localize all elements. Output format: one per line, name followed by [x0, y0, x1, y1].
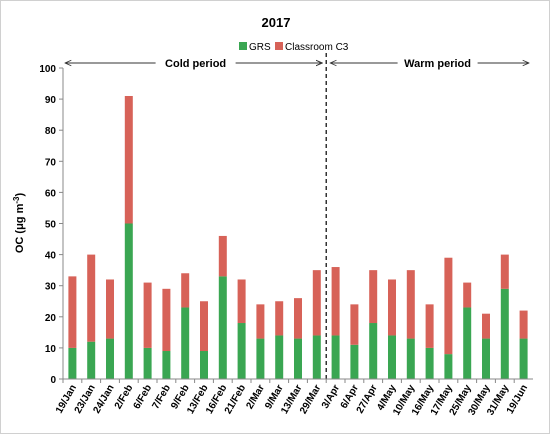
bar-classroom-c3	[500, 254, 509, 289]
bar-classroom-c3	[124, 95, 133, 224]
legend-label: Classroom C3	[285, 42, 349, 53]
bar-grs	[87, 341, 96, 379]
bar-grs	[106, 338, 114, 379]
x-tick-label: 3/Apr	[320, 383, 342, 411]
bar-classroom-c3	[406, 270, 415, 339]
bar-grs	[500, 288, 509, 379]
bar-classroom-c3	[463, 282, 472, 308]
bar-grs	[369, 323, 378, 379]
bar-classroom-c3	[482, 313, 490, 339]
bar-grs	[275, 335, 284, 379]
bar-grs	[162, 351, 171, 379]
bar-grs	[200, 351, 208, 379]
bar-classroom-c3	[237, 279, 246, 324]
bar-grs	[68, 347, 77, 379]
y-tick-label: 70	[45, 157, 57, 168]
y-tick-label: 20	[45, 313, 57, 324]
warm-period-label: Warm period	[404, 58, 471, 70]
bar-grs	[294, 338, 302, 379]
bar-grs	[444, 354, 453, 379]
bar-grs	[331, 335, 340, 379]
bar-grs	[463, 307, 472, 379]
bar-classroom-c3	[181, 273, 190, 308]
y-tick-label: 50	[45, 220, 57, 231]
bar-grs	[425, 347, 434, 379]
warm-period-label-bg	[397, 54, 478, 69]
y-tick-label: 100	[39, 64, 56, 75]
bar-classroom-c3	[106, 279, 114, 339]
bar-grs	[482, 338, 490, 379]
bar-classroom-c3	[162, 288, 171, 352]
bar-classroom-c3	[256, 304, 265, 339]
bar-grs	[388, 335, 396, 379]
bar-classroom-c3	[350, 304, 359, 345]
y-tick-label: 10	[45, 344, 57, 355]
y-axis: 0 10 20 30 40 50 60 70 80 90 100	[39, 64, 64, 386]
x-axis: 19/Jan23/Jan24/Jan2/Feb6/Feb7/Feb9/Feb13…	[54, 378, 533, 417]
bar-grs	[406, 338, 415, 379]
bar-classroom-c3	[444, 257, 453, 355]
bar-classroom-c3	[275, 301, 284, 336]
cold-period-label: Cold period	[165, 58, 226, 70]
y-tick-label: 80	[45, 126, 57, 137]
bar-classroom-c3	[519, 310, 528, 339]
bar-grs	[519, 338, 528, 379]
bar-classroom-c3	[294, 298, 302, 339]
y-tick-label: 40	[45, 251, 57, 262]
bar-classroom-c3	[68, 276, 77, 348]
bar-classroom-c3	[312, 270, 321, 336]
bar-grs	[237, 323, 246, 379]
bar-classroom-c3	[369, 270, 378, 324]
bar-grs	[218, 276, 227, 379]
bar-grs	[143, 347, 152, 379]
legend-label: GRS	[249, 42, 271, 53]
y-tick-label: 30	[45, 282, 57, 293]
bar-grs	[350, 344, 359, 379]
bar-grs	[256, 338, 265, 379]
bar-classroom-c3	[143, 282, 152, 348]
period-annotations: Cold period Warm period	[65, 53, 529, 379]
legend-swatch	[275, 42, 283, 50]
y-tick-label: 90	[45, 95, 57, 106]
bar-classroom-c3	[200, 301, 208, 352]
bar-grs	[124, 223, 133, 379]
legend-swatch	[239, 42, 247, 50]
bar-classroom-c3	[87, 254, 96, 342]
bar-classroom-c3	[388, 279, 396, 336]
cold-period-label-bg	[155, 54, 236, 69]
y-tick-label: 0	[50, 375, 56, 386]
bar-grs	[181, 307, 190, 379]
bar-classroom-c3	[331, 267, 340, 336]
chart-title: 2017	[262, 15, 291, 30]
bar-classroom-c3	[218, 235, 227, 277]
bar-classroom-c3	[425, 304, 434, 348]
legend: GRS Classroom C3	[239, 42, 349, 53]
y-axis-label: OC (μg m-3)	[12, 193, 27, 254]
bar-grs	[312, 335, 321, 379]
y-tick-label: 60	[45, 188, 57, 199]
bars	[68, 95, 528, 379]
